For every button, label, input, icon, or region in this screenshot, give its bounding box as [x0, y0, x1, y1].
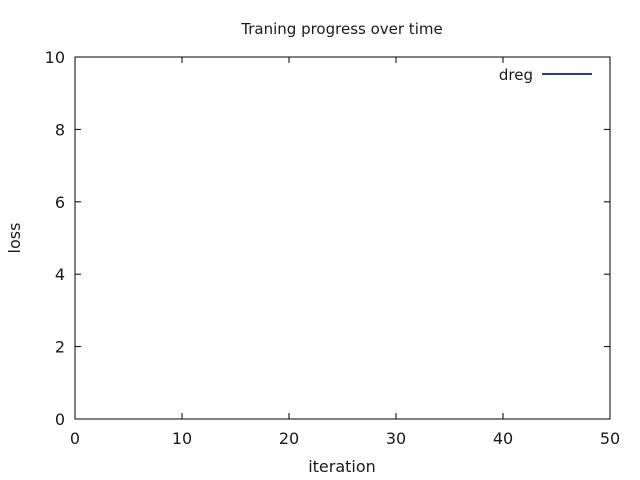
x-axis-label: iteration — [308, 457, 376, 476]
y-axis-label: loss — [5, 223, 24, 254]
x-tick-label: 30 — [386, 429, 406, 448]
legend: dreg — [499, 66, 592, 84]
y-axis: 0 2 4 6 8 10 — [45, 48, 610, 429]
x-tick-label: 0 — [70, 429, 80, 448]
legend-label: dreg — [499, 66, 533, 84]
x-tick-label: 50 — [600, 429, 620, 448]
y-tick-label: 6 — [55, 193, 65, 212]
x-tick-label: 40 — [493, 429, 513, 448]
y-tick-label: 0 — [55, 410, 65, 429]
x-tick-label: 20 — [279, 429, 299, 448]
x-tick-label: 10 — [172, 429, 192, 448]
x-axis: 0 10 20 30 40 50 — [70, 57, 620, 448]
y-tick-label: 4 — [55, 265, 65, 284]
y-tick-label: 2 — [55, 338, 65, 357]
y-tick-label: 10 — [45, 48, 65, 67]
plot-area — [74, 56, 611, 420]
y-tick-label: 8 — [55, 120, 65, 139]
chart-title: Traning progress over time — [240, 20, 442, 38]
